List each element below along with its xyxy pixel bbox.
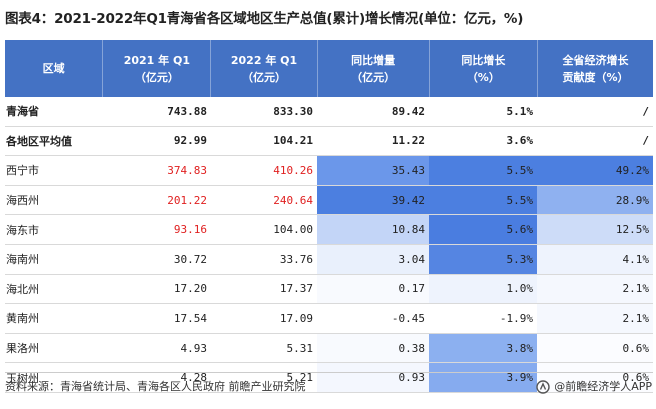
header-2021q1: 2021 年 Q1 （亿元） (103, 40, 212, 97)
cell-yoy-growth: 5.6% (429, 215, 537, 244)
cell-2021q1: 92.99 (173, 134, 207, 148)
cell-contribution: 12.5% (537, 215, 653, 244)
cell-contribution: 0.6% (537, 333, 653, 363)
table-row: 西宁市 374.83 410.26 35.43 5.5% 49.2% (5, 156, 653, 186)
cell-yoy-increment: 35.43 (317, 156, 429, 185)
cell-yoy-increment: 89.42 (391, 104, 425, 118)
cell-2022q1: 33.76 (279, 252, 313, 266)
cell-2021q1: 374.83 (167, 163, 207, 177)
header-label: 同比增长 (461, 53, 506, 67)
cell-region: 西宁市 (6, 164, 39, 178)
table-header: 区域 2021 年 Q1 （亿元） 2022 年 Q1 （亿元） 同比增量 （亿… (5, 40, 653, 97)
header-unit: （%） (466, 70, 500, 84)
cell-2022q1: 240.64 (273, 193, 313, 207)
table-row: 各地区平均值 92.99 104.21 11.22 3.6% / (5, 127, 653, 157)
cell-2021q1: 201.22 (167, 193, 207, 207)
cell-2021q1: 17.20 (173, 282, 207, 296)
header-unit: （亿元） (351, 70, 396, 84)
cell-region: 海北州 (6, 282, 39, 296)
brand-credit: @前瞻经济学人APP (536, 376, 652, 398)
table-row: 海北州 17.20 17.37 0.17 1.0% 2.1% (5, 274, 653, 305)
cell-yoy-growth: 5.5% (429, 156, 537, 185)
cell-2022q1: 104.21 (273, 134, 313, 148)
cell-region: 海东市 (6, 223, 39, 237)
table-body: 青海省 743.88 833.30 89.42 5.1% / 各地区平均值 92.99 104.… (5, 97, 653, 393)
cell-yoy-increment: 11.22 (391, 134, 425, 148)
header-label: 2021 年 Q1 (123, 53, 190, 67)
cell-2021q1: 17.54 (173, 311, 207, 325)
header-2022q1: 2022 年 Q1 （亿元） (211, 40, 318, 97)
cell-contribution: 28.9% (537, 185, 653, 215)
header-unit: （亿元） (134, 70, 179, 84)
cell-yoy-increment: 0.93 (317, 363, 429, 392)
header-yoy-growth: 同比增长 （%） (430, 40, 538, 97)
cell-2022q1: 5.31 (286, 341, 314, 355)
cell-yoy-growth: 3.8% (429, 333, 537, 363)
cell-2021q1: 4.93 (180, 341, 208, 355)
table-row: 果洛州 4.93 5.31 0.38 3.8% 0.6% (5, 333, 653, 364)
cell-yoy-increment: 3.04 (317, 244, 429, 274)
cell-contribution: 0.6% (537, 363, 653, 392)
header-unit: （亿元） (242, 70, 287, 84)
cell-2022q1: 833.30 (273, 104, 313, 118)
cell-yoy-growth: 5.3% (429, 244, 537, 274)
cell-yoy-increment: 0.38 (317, 333, 429, 363)
cell-yoy-increment: -0.45 (391, 311, 425, 325)
cell-contribution: / (642, 104, 649, 118)
cell-yoy-growth: 5.1% (506, 104, 534, 118)
cell-2021q1: 743.88 (167, 104, 207, 118)
cell-2022q1: 104.00 (273, 223, 313, 237)
table-row: 海东市 93.16 104.00 10.84 5.6% 12.5% (5, 215, 653, 245)
cell-region: 各地区平均值 (6, 134, 72, 148)
cell-yoy-growth: 5.5% (429, 185, 537, 215)
cell-yoy-growth: 1.0% (429, 274, 537, 304)
cell-yoy-growth: -1.9% (499, 311, 533, 325)
cell-region: 海南州 (6, 253, 39, 267)
cell-contribution: 2.1% (537, 274, 653, 304)
source-note: 资料来源：青海省统计局、青海各区人民政府 前瞻产业研究院 (5, 380, 306, 393)
cell-yoy-increment: 0.17 (317, 274, 429, 304)
header-label: 区域 (42, 62, 65, 75)
qianzhan-logo-icon (536, 380, 550, 394)
cell-yoy-growth: 3.9% (429, 363, 537, 392)
cell-region: 海西州 (6, 194, 39, 208)
cell-yoy-increment: 39.42 (317, 185, 429, 215)
table-row: 海西州 201.22 240.64 39.42 5.5% 28.9% (5, 185, 653, 216)
chart-title: 图表4：2021-2022年Q1青海省各区域地区生产总值(累计)增长情况(单位：… (5, 11, 524, 27)
header-region: 区域 (5, 40, 104, 97)
cell-2022q1: 17.09 (279, 311, 313, 325)
header-label: 2022 年 Q1 (230, 53, 298, 67)
cell-2022q1: 17.37 (279, 282, 313, 296)
cell-2021q1: 4.28 (180, 371, 208, 385)
table-row: 玉树州 4.28 5.21 0.93 3.9% 0.6% (5, 363, 653, 393)
cell-2021q1: 93.16 (173, 223, 207, 237)
cell-2022q1: 410.26 (273, 163, 313, 177)
header-yoy-increment: 同比增量 （亿元） (318, 40, 430, 97)
brand-label: @前瞻经济学人APP (554, 380, 652, 393)
data-table: 区域 2021 年 Q1 （亿元） 2022 年 Q1 （亿元） 同比增量 （亿… (5, 40, 653, 393)
table-row: 海南州 30.72 33.76 3.04 5.3% 4.1% (5, 244, 653, 275)
cell-region: 玉树州 (6, 371, 39, 385)
cell-contribution: 49.2% (537, 156, 653, 185)
cell-2021q1: 30.72 (173, 252, 207, 266)
table-row: 黄南州 17.54 17.09 -0.45 -1.9% 2.1% (5, 304, 653, 334)
cell-yoy-growth: 3.6% (506, 134, 534, 148)
table-row: 青海省 743.88 833.30 89.42 5.1% / (5, 97, 653, 127)
cell-2022q1: 5.21 (286, 371, 314, 385)
cell-contribution: 2.1% (537, 304, 653, 333)
header-label: 全省经济增长 (562, 53, 629, 67)
cell-region: 果洛州 (6, 342, 39, 356)
cell-region: 青海省 (6, 105, 39, 119)
cell-contribution: / (642, 134, 649, 148)
header-contribution: 全省经济增长 贡献度（%） (538, 40, 653, 97)
header-label: 同比增量 (351, 53, 396, 67)
cell-contribution: 4.1% (537, 244, 653, 274)
header-unit: 贡献度（%） (562, 70, 629, 84)
cell-yoy-increment: 10.84 (317, 215, 429, 244)
footer-divider (5, 372, 653, 373)
cell-region: 黄南州 (6, 312, 39, 326)
